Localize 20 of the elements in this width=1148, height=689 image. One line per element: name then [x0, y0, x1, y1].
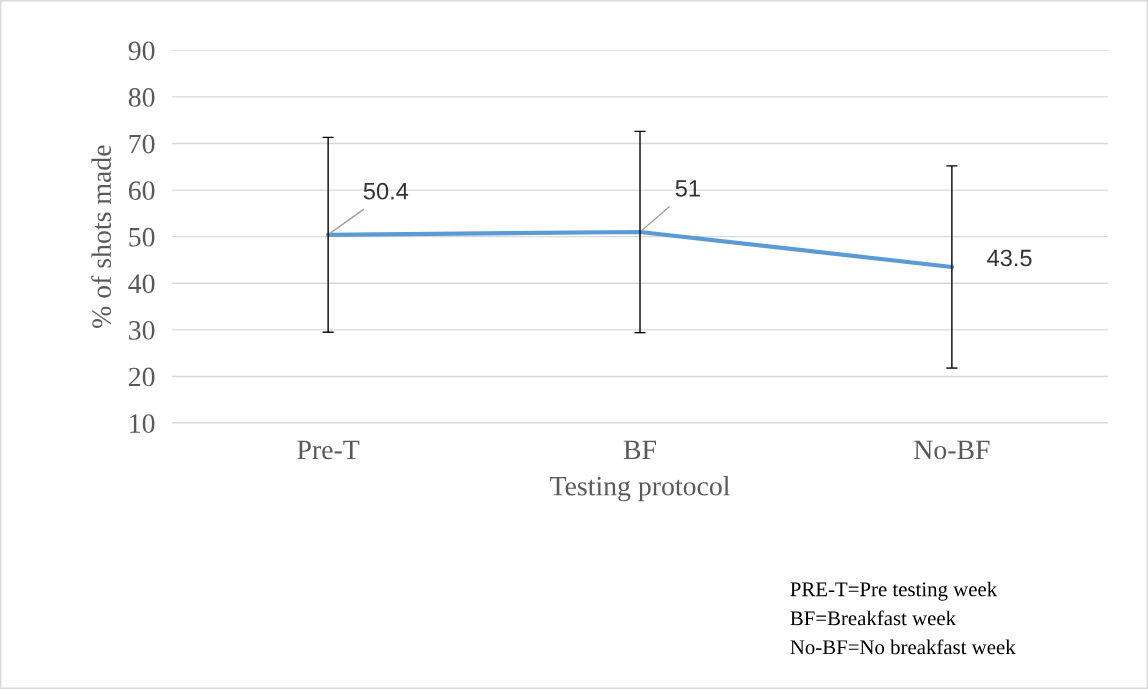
x-tick-label: No-BF	[914, 440, 990, 460]
y-tick-label: 50	[129, 227, 155, 247]
data-label: 51	[675, 180, 700, 197]
data-label: 50.4	[363, 182, 409, 200]
y-tick-label: 10	[130, 414, 155, 433]
text: BF=Breakfast week	[790, 610, 957, 626]
data-label: 43.5	[987, 249, 1032, 267]
text: PRE-T=Pre testing week	[790, 581, 998, 601]
y-tick-label: 30	[129, 321, 155, 340]
y-axis-title: % of shots made	[91, 145, 112, 328]
x-tick-label: Pre-T	[297, 440, 360, 460]
y-tick-label: 80	[128, 88, 155, 107]
y-tick-label: 60	[128, 181, 155, 200]
x-tick-label: BF	[623, 440, 656, 460]
y-tick-label: 90	[128, 41, 155, 61]
y-tick-label: 70	[129, 134, 155, 154]
text: No-BF=No breakfast week	[790, 639, 1016, 655]
x-axis-title: Testing protocol	[550, 476, 730, 502]
y-tick-label: 40	[128, 274, 155, 294]
y-tick-label: 20	[128, 367, 155, 387]
